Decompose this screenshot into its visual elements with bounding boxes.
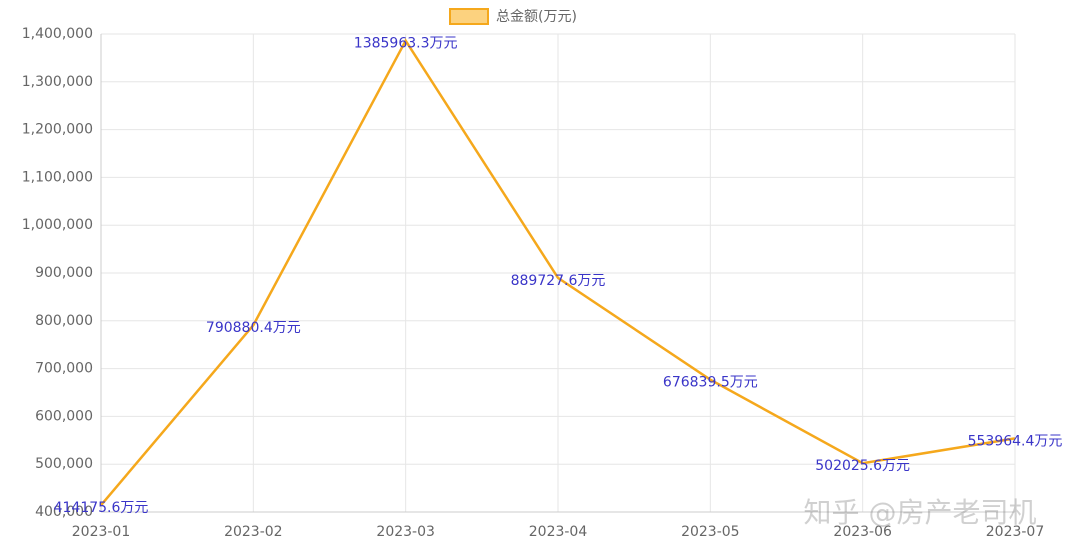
- value-label: 553964.4万元: [968, 433, 1063, 449]
- y-tick-label: 500,000: [35, 456, 93, 472]
- value-label: 502025.6万元: [815, 458, 910, 474]
- y-tick-label: 400,000: [35, 504, 93, 520]
- x-tick-label: 2023-05: [681, 524, 740, 540]
- legend-label[interactable]: 总金额(万元): [496, 9, 577, 25]
- value-label: 790880.4万元: [206, 320, 301, 336]
- y-tick-label: 900,000: [35, 265, 93, 281]
- x-tick-label: 2023-06: [833, 524, 892, 540]
- value-label: 1385963.3万元: [354, 36, 458, 52]
- y-tick-label: 1,000,000: [22, 217, 93, 233]
- x-tick-label: 2023-01: [72, 524, 131, 540]
- y-tick-label: 1,200,000: [22, 122, 93, 138]
- y-tick-label: 800,000: [35, 313, 93, 329]
- value-label: 676839.5万元: [663, 375, 758, 391]
- x-tick-label: 2023-02: [224, 524, 283, 540]
- line: [100, 38, 1016, 507]
- y-tick-label: 1,400,000: [22, 26, 93, 42]
- y-tick-label: 700,000: [35, 361, 93, 377]
- x-tick-label: 2023-07: [986, 524, 1045, 540]
- y-tick-label: 1,300,000: [22, 74, 93, 90]
- value-label: 889727.6万元: [511, 273, 606, 289]
- x-tick-label: 2023-03: [376, 524, 435, 540]
- y-tick-label: 1,100,000: [22, 169, 93, 185]
- x-tick-label: 2023-04: [529, 524, 588, 540]
- value-label: 414175.6万元: [54, 500, 149, 516]
- legend-swatch[interactable]: [449, 8, 489, 25]
- watermark: 知乎 @房产老司机: [804, 496, 1037, 529]
- y-tick-label: 600,000: [35, 408, 93, 424]
